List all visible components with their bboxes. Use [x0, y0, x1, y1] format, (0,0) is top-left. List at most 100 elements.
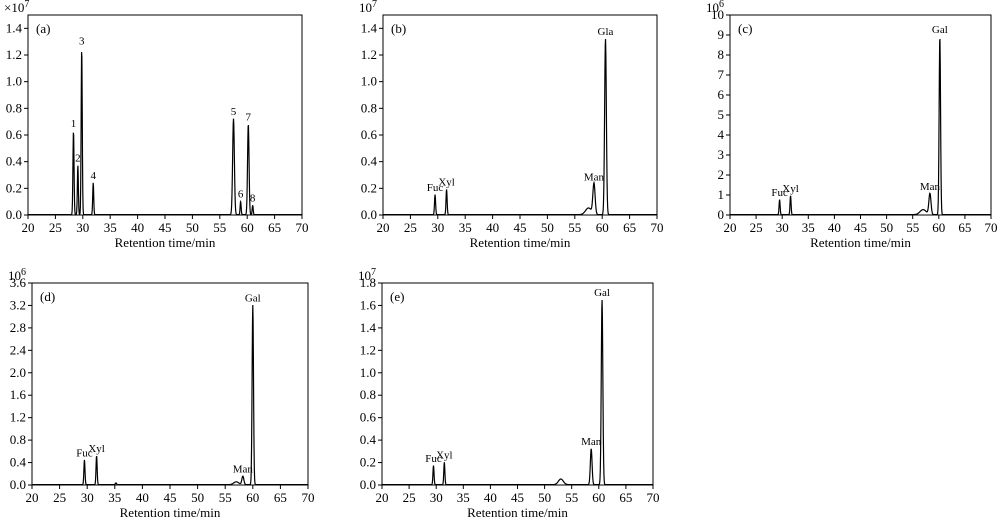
x-tick-label: 20 [376, 490, 389, 505]
x-tick-label: 70 [985, 220, 998, 235]
y-tick-label: 0.6 [360, 410, 377, 425]
peak-label: 6 [238, 189, 244, 201]
y-tick-label: 1.2 [6, 47, 22, 62]
peak-label: 4 [90, 170, 96, 182]
y-scale-exponent: 6 [719, 0, 724, 10]
y-scale-label: ×107 [4, 0, 29, 15]
x-tick-label: 50 [538, 490, 551, 505]
y-tick-label: 0.8 [6, 100, 22, 115]
y-scale-base: 10 [706, 0, 719, 15]
x-tick-label: 50 [186, 220, 199, 235]
plot-frame [381, 282, 654, 486]
x-tick-label: 20 [26, 490, 39, 505]
y-tick-label: 1.8 [360, 275, 376, 290]
chart-panel-e: 20 25 30 35 40 45 50 55 60 65 70 0.0 0.2 0.4 0.6 0.8 1.0… [358, 267, 660, 520]
x-axis-title: Retention time/min [810, 235, 911, 250]
series-trace [730, 38, 991, 216]
x-axis-title: Retention time/min [120, 505, 221, 520]
y-tick-label: 1.0 [360, 365, 376, 380]
x-tick-label: 65 [274, 490, 287, 505]
peak-label: 8 [250, 193, 256, 205]
y-tick-label: 7 [718, 67, 725, 82]
x-tick-label: 40 [828, 220, 841, 235]
y-scale-exponent: 6 [21, 267, 26, 278]
plot-frame [729, 14, 992, 216]
x-tick-label: 55 [213, 220, 226, 235]
x-tick-label: 20 [724, 220, 737, 235]
x-tick-label: 20 [22, 220, 35, 235]
x-tick-label: 40 [486, 220, 499, 235]
y-scale-base: ×10 [4, 0, 24, 15]
y-scale-base: 10 [359, 0, 372, 15]
y-tick-label: 0.4 [361, 154, 378, 169]
y-tick-label: 0.6 [361, 127, 378, 142]
x-tick-label: 30 [430, 490, 443, 505]
x-tick-label: 20 [377, 220, 390, 235]
y-tick-label: 0.6 [6, 127, 23, 142]
peak-label: Fuc [425, 453, 442, 465]
y-tick-label: 1.0 [361, 74, 377, 89]
plot-frame [27, 14, 303, 216]
x-tick-label: 45 [159, 220, 172, 235]
peak-label: Fuc [76, 447, 93, 459]
x-tick-label: 55 [568, 220, 581, 235]
x-tick-label: 55 [906, 220, 919, 235]
x-tick-label: 45 [511, 490, 524, 505]
x-tick-label: 70 [651, 220, 664, 235]
y-tick-label: 0.2 [6, 180, 22, 195]
y-tick-label: 0.0 [360, 477, 376, 492]
y-scale-exponent: 7 [24, 0, 29, 10]
peak-label: Man [584, 171, 605, 183]
x-tick-label: 35 [802, 220, 815, 235]
y-tick-label: 0.0 [10, 477, 26, 492]
x-tick-label: 50 [541, 220, 554, 235]
y-tick-label: 8 [718, 47, 725, 62]
x-axis-title: Retention time/min [115, 235, 216, 250]
x-tick-label: 35 [104, 220, 117, 235]
x-tick-label: 30 [76, 220, 89, 235]
panel-label: (c) [738, 21, 752, 36]
panel-label: (b) [391, 21, 406, 36]
peak-label: Gal [594, 287, 610, 299]
x-axis-title: Retention time/min [470, 235, 571, 250]
y-tick-label: 0.4 [360, 432, 377, 447]
x-tick-label: 60 [241, 220, 254, 235]
y-tick-label: 1.4 [6, 20, 23, 35]
x-tick-label: 55 [565, 490, 578, 505]
x-tick-label: 35 [459, 220, 472, 235]
x-tick-label: 30 [81, 490, 94, 505]
peak-label: Xyl [88, 443, 105, 455]
x-tick-label: 60 [246, 490, 259, 505]
y-scale-label: 106 [706, 0, 724, 15]
y-tick-label: 3.6 [10, 275, 27, 290]
y-tick-label: 1.2 [10, 410, 26, 425]
peak-label: Fuc [427, 182, 444, 194]
y-tick-label: 0.4 [10, 455, 27, 470]
x-tick-label: 25 [53, 490, 66, 505]
x-tick-label: 40 [484, 490, 497, 505]
y-scale-base: 10 [8, 268, 21, 283]
y-tick-label: 2 [718, 167, 725, 182]
x-tick-label: 65 [268, 220, 281, 235]
plot-frame [382, 14, 658, 216]
x-tick-label: 50 [191, 490, 204, 505]
y-tick-label: 1.0 [6, 74, 22, 89]
peak-label: 5 [231, 106, 237, 118]
series-trace [32, 305, 308, 486]
y-tick-label: 0.0 [361, 207, 377, 222]
x-tick-label: 35 [108, 490, 121, 505]
peak-label: Man [233, 464, 254, 476]
peak-label: Man [581, 436, 602, 448]
peak-label: Xyl [436, 450, 453, 462]
x-tick-label: 45 [514, 220, 527, 235]
x-tick-label: 35 [457, 490, 470, 505]
y-tick-label: 1.6 [360, 297, 377, 312]
x-axis-title: Retention time/min [467, 505, 568, 520]
x-tick-label: 30 [776, 220, 789, 235]
x-tick-label: 60 [932, 220, 945, 235]
x-tick-label: 45 [854, 220, 867, 235]
y-scale-exponent: 7 [371, 267, 376, 278]
y-tick-label: 0.2 [361, 180, 377, 195]
y-tick-label: 9 [718, 27, 725, 42]
peak-label: 1 [71, 118, 77, 130]
